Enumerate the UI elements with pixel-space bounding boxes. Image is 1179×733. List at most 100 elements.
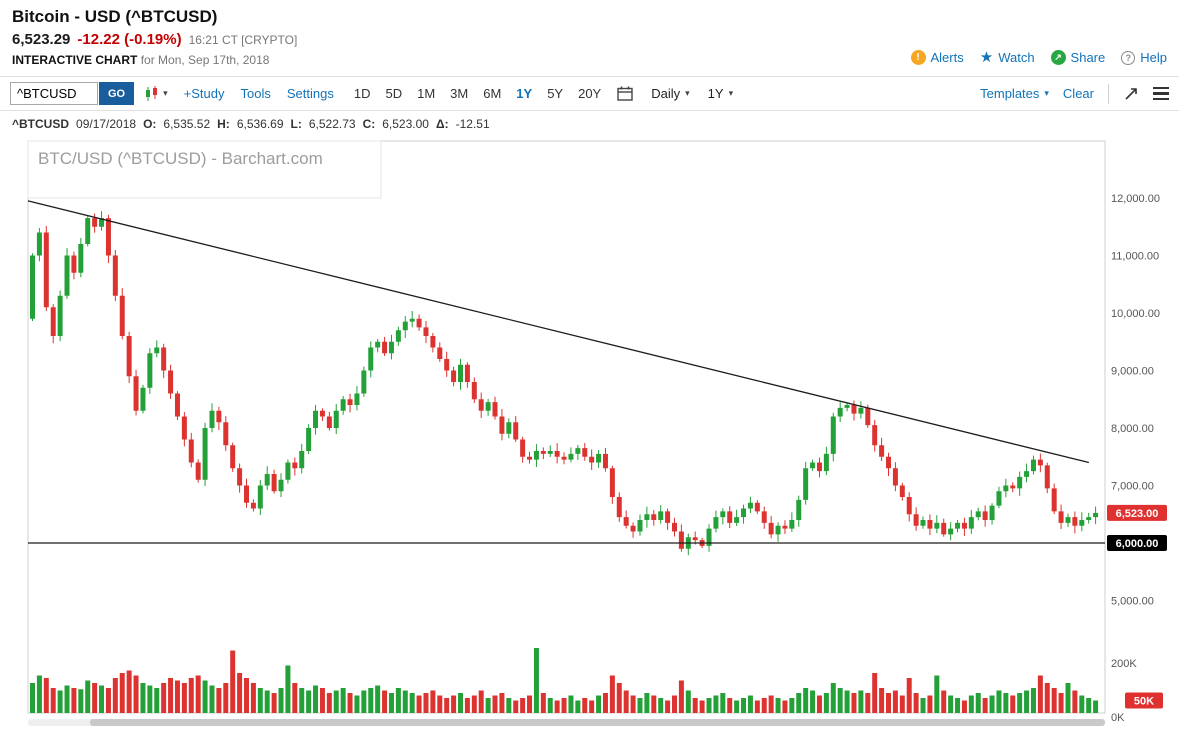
price-tick: 8,000.00 xyxy=(1111,423,1154,435)
volume-bar xyxy=(720,693,726,713)
candle-body xyxy=(1044,465,1050,489)
last-price-badge-label: 6,523.00 xyxy=(1116,508,1159,520)
volume-bar xyxy=(810,690,816,713)
share-button[interactable]: ↗ Share xyxy=(1050,50,1105,65)
volume-bar xyxy=(416,695,422,713)
volume-bar xyxy=(941,690,947,713)
candle-body xyxy=(64,255,70,296)
candle-body xyxy=(561,456,567,460)
page-title: Bitcoin - USD (^BTCUSD) xyxy=(12,7,218,26)
volume-bar xyxy=(250,683,256,713)
volume-bar xyxy=(665,700,671,713)
settings-link[interactable]: Settings xyxy=(286,86,334,101)
interactive-chart-row: INTERACTIVE CHART for Mon, Sep 17th, 201… xyxy=(12,53,1167,67)
volume-bar xyxy=(1086,698,1092,713)
volume-bar xyxy=(237,673,243,713)
range-1m[interactable]: 1M xyxy=(417,86,436,101)
range-5d[interactable]: 5D xyxy=(385,86,403,101)
volume-bar xyxy=(1079,695,1085,713)
clear-link[interactable]: Clear xyxy=(1062,86,1094,101)
candle-body xyxy=(775,525,781,535)
volume-bar xyxy=(699,700,705,713)
chart-area[interactable]: BTC/USD (^BTCUSD) - Barchart.com 12,000.… xyxy=(0,137,1179,728)
watermark-box xyxy=(27,140,382,199)
candle-body xyxy=(741,508,747,518)
candle-body xyxy=(720,511,726,518)
volume-bar xyxy=(368,688,374,713)
candle-body xyxy=(161,347,167,371)
candle-body xyxy=(892,468,898,486)
candle-body xyxy=(754,502,760,512)
go-button[interactable]: GO xyxy=(99,82,135,105)
volume-bar xyxy=(36,675,42,713)
candle-body xyxy=(768,522,774,535)
volume-bar xyxy=(906,678,912,713)
watch-button[interactable]: ★ Watch xyxy=(980,50,1035,65)
volume-bar xyxy=(816,695,822,713)
range-3m[interactable]: 3M xyxy=(450,86,469,101)
candlestick-chart[interactable]: BTC/USD (^BTCUSD) - Barchart.com 12,000.… xyxy=(0,137,1179,728)
range-20y[interactable]: 20Y xyxy=(578,86,602,101)
candle-body xyxy=(326,416,332,428)
candle-body xyxy=(782,525,788,529)
candle-body xyxy=(347,399,353,405)
volume-bar xyxy=(437,695,443,713)
candle-body xyxy=(388,341,394,354)
frequency-dropdown[interactable]: Daily ▾ xyxy=(651,86,689,101)
trendline[interactable] xyxy=(27,200,1090,464)
help-button[interactable]: ? Help xyxy=(1121,50,1167,65)
calendar-button[interactable] xyxy=(617,86,633,101)
help-label: Help xyxy=(1140,50,1167,65)
alerts-button[interactable]: ! Alerts xyxy=(910,50,964,65)
candle-body xyxy=(471,382,477,400)
symbol-input[interactable] xyxy=(10,82,98,105)
candle-body xyxy=(692,537,698,541)
delta-value: -12.51 xyxy=(455,117,490,131)
candle-body xyxy=(105,218,111,256)
volume-bar xyxy=(892,690,898,713)
volume-bar xyxy=(306,690,312,713)
volume-bar xyxy=(299,688,305,713)
volume-bar xyxy=(533,648,539,713)
support-price-badge-label: 6,000.00 xyxy=(1116,538,1159,550)
candle-body xyxy=(747,502,753,509)
volume-bar xyxy=(230,650,236,713)
candle-body xyxy=(934,522,940,529)
candle-body xyxy=(955,522,961,529)
volume-bar xyxy=(1051,688,1057,713)
menu-button[interactable] xyxy=(1153,86,1169,101)
templates-dropdown[interactable]: Templates ▾ xyxy=(980,86,1049,101)
period-dropdown[interactable]: 1Y ▾ xyxy=(708,86,733,101)
volume-bars xyxy=(30,648,1099,713)
candle-body xyxy=(713,517,719,529)
chevron-down-icon: ▾ xyxy=(685,88,690,98)
candle-body xyxy=(844,405,850,408)
volume-bar xyxy=(1010,695,1016,713)
candle-body xyxy=(1003,485,1009,492)
volume-bar xyxy=(492,695,498,713)
chart-type-dropdown[interactable]: ▾ xyxy=(144,85,168,102)
range-6m[interactable]: 6M xyxy=(483,86,502,101)
range-5y[interactable]: 5Y xyxy=(547,86,564,101)
candle-body xyxy=(1030,459,1036,472)
volume-bar xyxy=(858,690,864,713)
range-1y-selected[interactable]: 1Y xyxy=(516,86,533,101)
tools-link[interactable]: Tools xyxy=(240,86,271,101)
candle-body xyxy=(36,232,42,256)
volume-bar xyxy=(375,685,381,713)
time-scrollbar-thumb[interactable] xyxy=(90,719,1105,726)
volume-bar xyxy=(105,688,111,713)
volume-bar xyxy=(692,698,698,713)
candle-body xyxy=(816,462,822,472)
add-study-link[interactable]: +Study xyxy=(183,86,225,101)
candle-body xyxy=(630,525,636,532)
draw-tool-button[interactable] xyxy=(1123,86,1139,102)
candle-body xyxy=(823,453,829,472)
candle-body xyxy=(734,517,740,523)
volume-bar xyxy=(713,695,719,713)
candle-body xyxy=(437,347,443,359)
candle-body xyxy=(1037,459,1043,466)
volume-bar xyxy=(340,688,346,713)
range-1d[interactable]: 1D xyxy=(353,86,371,101)
candle-body xyxy=(582,448,588,457)
